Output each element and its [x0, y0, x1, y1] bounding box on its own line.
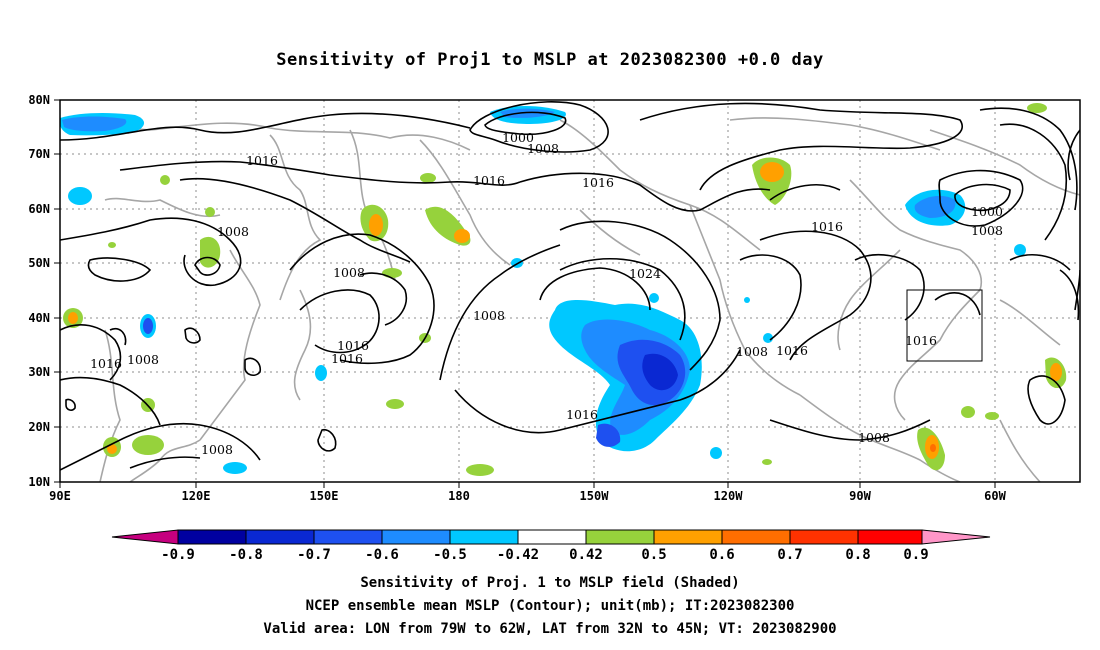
- colorbar-segment: [721, 529, 791, 545]
- contour-label: 1016: [90, 356, 122, 371]
- lat-label: 10N: [28, 475, 50, 489]
- contour-labels: 1016 1000 1008 1016 1016 1008 1008 1024 …: [90, 130, 1003, 457]
- lon-label: 120E: [182, 489, 211, 503]
- colorbar-label: 0.7: [777, 547, 802, 563]
- caption-line-1: Sensitivity of Proj. 1 to MSLP field (Sh…: [360, 575, 740, 591]
- contour-label: 1016: [905, 333, 937, 348]
- contour-label: 1016: [246, 153, 278, 168]
- contour-label: 1000: [502, 130, 534, 145]
- colorbar-segment: [857, 529, 923, 545]
- colorbar-segment: [245, 529, 315, 545]
- mslp-contours: [60, 101, 1080, 471]
- colorbar-high-extension: [921, 529, 991, 545]
- lat-label: 20N: [28, 420, 50, 434]
- colorbar-label: -0.7: [297, 547, 331, 563]
- colorbar-segment: [313, 529, 383, 545]
- contour-label: 1024: [629, 266, 661, 281]
- contour-label: 1008: [217, 224, 249, 239]
- colorbar-labels: -0.9 -0.8 -0.7 -0.6 -0.5 -0.42 0.42 0.5 …: [161, 547, 929, 563]
- colorbar-segment: [585, 529, 655, 545]
- latitude-labels: 80N 70N 60N 50N 40N 30N 20N 10N: [28, 93, 50, 489]
- contour-label: 1008: [971, 223, 1003, 238]
- contour-label: 1008: [333, 265, 365, 280]
- colorbar-label: 0.6: [709, 547, 734, 563]
- colorbar-segment: [653, 529, 723, 545]
- contour-label: 1008: [473, 308, 505, 323]
- valid-area-box: [906, 289, 983, 362]
- lon-label: 150W: [580, 489, 610, 503]
- lat-label: 60N: [28, 202, 50, 216]
- lat-label: 30N: [28, 365, 50, 379]
- colorbar-segment: [449, 529, 519, 545]
- contour-label: 1016: [337, 338, 369, 353]
- colorbar-label: 0.5: [641, 547, 666, 563]
- colorbar-label: 0.8: [845, 547, 870, 563]
- colorbar-segment: [381, 529, 451, 545]
- colorbar-label: -0.42: [497, 547, 539, 563]
- contour-label: 1008: [736, 344, 768, 359]
- map-panel: [60, 100, 1080, 482]
- colorbar-label: 0.42: [569, 547, 603, 563]
- contour-label: 1016: [776, 343, 808, 358]
- lon-label: 120W: [714, 489, 744, 503]
- map-frame: [59, 99, 1081, 483]
- contour-label: 1008: [127, 352, 159, 367]
- figure-title: Sensitivity of Proj1 to MSLP at 20230823…: [276, 50, 824, 70]
- contour-label: 1008: [527, 141, 559, 156]
- lon-label: 60W: [984, 489, 1006, 503]
- contour-label: 1008: [201, 442, 233, 457]
- lat-label: 50N: [28, 256, 50, 270]
- lat-label: 70N: [28, 147, 50, 161]
- colorbar-label: -0.9: [161, 547, 195, 563]
- contour-label: 1008: [858, 430, 890, 445]
- axis-ticks: [54, 99, 996, 488]
- contour-label: 1016: [331, 351, 363, 366]
- longitude-labels: 90E 120E 150E 180 150W 120W 90W 60W: [49, 489, 1006, 503]
- colorbar-low-extension: [111, 529, 179, 545]
- lon-label: 90W: [849, 489, 871, 503]
- caption-line-3: Valid area: LON from 79W to 62W, LAT fro…: [263, 621, 837, 637]
- lat-label: 40N: [28, 311, 50, 325]
- lon-label: 180: [448, 489, 470, 503]
- lon-label: 90E: [49, 489, 71, 503]
- colorbar: [111, 529, 991, 545]
- caption-line-2: NCEP ensemble mean MSLP (Contour); unit(…: [305, 598, 795, 614]
- colorbar-label: -0.8: [229, 547, 263, 563]
- colorbar-segment: [789, 529, 859, 545]
- lat-label: 80N: [28, 93, 50, 107]
- colorbar-label: 0.9: [903, 547, 928, 563]
- colorbar-label: -0.5: [433, 547, 467, 563]
- colorbar-segment: [177, 529, 247, 545]
- lon-label: 150E: [310, 489, 339, 503]
- colorbar-label: -0.6: [365, 547, 399, 563]
- contour-label: 1016: [473, 173, 505, 188]
- contour-label: 1016: [582, 175, 614, 190]
- contour-label: 1016: [566, 407, 598, 422]
- colorbar-segment: [517, 529, 587, 545]
- contour-label: 1000: [971, 204, 1003, 219]
- contour-label: 1016: [811, 219, 843, 234]
